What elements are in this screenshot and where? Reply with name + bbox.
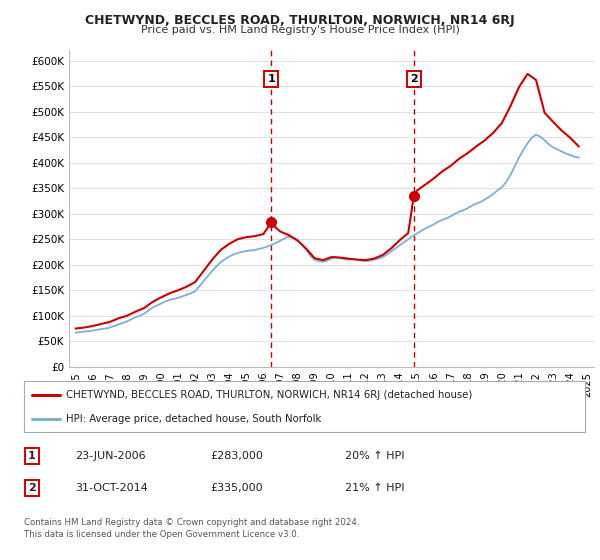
Text: 20% ↑ HPI: 20% ↑ HPI — [345, 451, 404, 461]
Text: CHETWYND, BECCLES ROAD, THURLTON, NORWICH, NR14 6RJ (detached house): CHETWYND, BECCLES ROAD, THURLTON, NORWIC… — [66, 390, 472, 400]
Text: 1: 1 — [268, 74, 275, 84]
Text: 21% ↑ HPI: 21% ↑ HPI — [345, 483, 404, 493]
Text: £335,000: £335,000 — [210, 483, 263, 493]
Text: £283,000: £283,000 — [210, 451, 263, 461]
Text: 31-OCT-2014: 31-OCT-2014 — [75, 483, 148, 493]
Text: 2: 2 — [410, 74, 418, 84]
Text: 1: 1 — [28, 451, 35, 461]
Text: Price paid vs. HM Land Registry's House Price Index (HPI): Price paid vs. HM Land Registry's House … — [140, 25, 460, 35]
Text: HPI: Average price, detached house, South Norfolk: HPI: Average price, detached house, Sout… — [66, 414, 322, 424]
Text: CHETWYND, BECCLES ROAD, THURLTON, NORWICH, NR14 6RJ: CHETWYND, BECCLES ROAD, THURLTON, NORWIC… — [85, 14, 515, 27]
Text: Contains HM Land Registry data © Crown copyright and database right 2024.
This d: Contains HM Land Registry data © Crown c… — [24, 518, 359, 539]
Text: 2: 2 — [28, 483, 35, 493]
Text: 23-JUN-2006: 23-JUN-2006 — [75, 451, 146, 461]
